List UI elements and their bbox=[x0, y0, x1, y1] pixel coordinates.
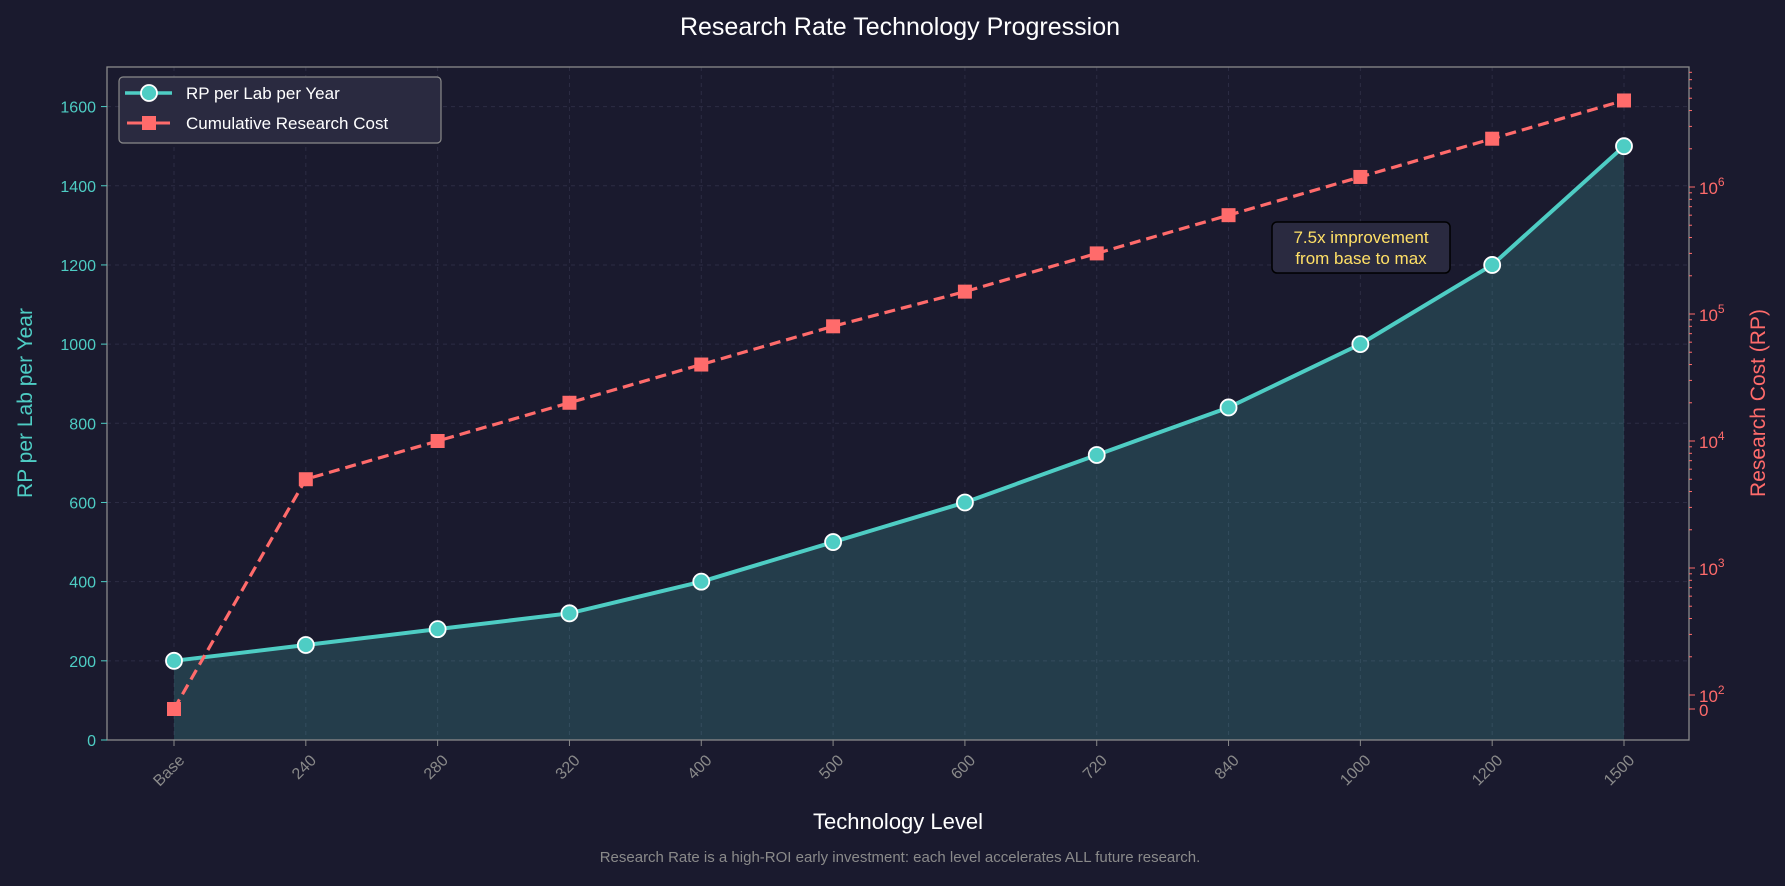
rp-marker bbox=[824, 533, 842, 551]
y2-tick-label: 0 bbox=[1699, 701, 1708, 720]
legend-label-rp: RP per Lab per Year bbox=[186, 84, 340, 103]
x-axis-label: Technology Level bbox=[813, 809, 983, 834]
cost-marker bbox=[1485, 131, 1500, 146]
rp-area-fill bbox=[174, 146, 1624, 741]
y-tick-label: 400 bbox=[69, 575, 96, 592]
cost-marker bbox=[957, 284, 972, 299]
chart-title: Research Rate Technology Progression bbox=[680, 13, 1120, 41]
y-tick-label: 1000 bbox=[60, 337, 96, 354]
y-tick-label: 1400 bbox=[60, 179, 96, 196]
footnote: Research Rate is a high-ROI early invest… bbox=[600, 849, 1201, 866]
legend-item-rp: RP per Lab per Year bbox=[125, 84, 340, 103]
cost-marker bbox=[562, 395, 577, 410]
cost-line bbox=[172, 98, 1625, 710]
cost-marker bbox=[430, 434, 445, 448]
y-tick-label: 0 bbox=[87, 733, 96, 750]
rp-marker bbox=[296, 636, 315, 654]
cost-marker bbox=[167, 702, 181, 716]
plot-frame bbox=[106, 66, 1690, 741]
rp-marker bbox=[692, 572, 711, 591]
rp-marker bbox=[1615, 137, 1633, 156]
y-tick-label: 800 bbox=[69, 416, 96, 433]
cost-marker bbox=[694, 357, 709, 372]
y-tick-label: 200 bbox=[69, 654, 96, 671]
rp-marker bbox=[1483, 256, 1502, 274]
y-axis-label: RP per Lab per Year bbox=[14, 308, 37, 498]
cost-marker bbox=[298, 472, 313, 487]
cost-marker bbox=[826, 319, 841, 334]
legend-label-cost: Cumulative Research Cost bbox=[186, 114, 388, 133]
cost-marker bbox=[1617, 93, 1631, 108]
rp-marker bbox=[1087, 446, 1106, 464]
cost-marker bbox=[1353, 169, 1368, 184]
y-tick-label: 1600 bbox=[60, 100, 96, 117]
y-tick-label: 600 bbox=[69, 495, 96, 512]
legend-item-cost: Cumulative Research Cost bbox=[127, 114, 388, 133]
cost-marker bbox=[1089, 246, 1104, 261]
annotation: 7.5x improvement from base to max bbox=[1271, 221, 1451, 274]
rp-marker bbox=[428, 620, 447, 639]
rp-marker bbox=[1219, 398, 1238, 417]
rp-marker bbox=[560, 604, 579, 623]
plot-area bbox=[107, 67, 1689, 740]
rp-marker bbox=[1351, 335, 1370, 354]
rp-line bbox=[173, 144, 1626, 663]
rp-marker bbox=[165, 651, 183, 670]
annotation-line-2: from base to max bbox=[1295, 249, 1427, 268]
annotation-line-1: 7.5x improvement bbox=[1293, 228, 1428, 247]
y-tick-label: 1200 bbox=[60, 258, 96, 275]
rp-marker bbox=[956, 493, 974, 512]
legend: RP per Lab per Year Cumulative Research … bbox=[118, 76, 442, 144]
y2-axis-label: Research Cost (RP) bbox=[1747, 309, 1770, 497]
cost-marker bbox=[1221, 208, 1236, 223]
